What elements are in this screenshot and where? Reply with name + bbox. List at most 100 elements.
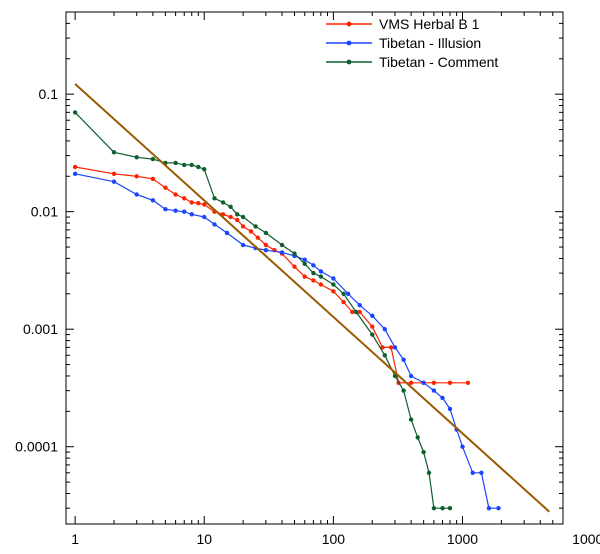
data-point [182,209,187,214]
data-point [341,299,346,305]
data-point [302,274,307,279]
data-point [202,214,207,220]
data-point [263,230,269,236]
data-point [163,185,168,190]
data-point [345,291,351,296]
data-point [318,274,324,279]
data-point [292,264,297,269]
x-tick-label: 100 [322,531,346,547]
data-point [134,174,139,179]
data-point [302,261,307,266]
data-point [279,250,285,255]
data-point [253,224,258,229]
data-point [388,345,394,350]
series-line [74,173,499,509]
legend-label: VMS Herbal B 1 [379,16,480,32]
data-point [182,162,187,168]
legend-label: Tibetan - Comment [379,54,498,70]
data-point [150,176,156,182]
x-tick-label: 1 [71,531,79,547]
data-point [240,214,246,220]
x-tick-label: 1000 [447,531,478,547]
data-point [189,162,194,168]
data-point [72,110,78,115]
data-point [401,388,406,393]
data-point [163,207,168,212]
data-point [447,506,453,511]
data-point [292,251,297,256]
legend-swatch-marker [346,40,352,46]
data-point [196,201,201,206]
fit-line [74,83,550,513]
data-point [173,160,178,166]
data-point [318,269,324,274]
data-point [311,270,316,276]
data-point [392,345,398,350]
data-point [212,222,217,227]
data-point [189,200,194,205]
data-point [331,276,336,281]
data-point [392,373,398,379]
data-point [150,198,156,203]
data-point [357,309,362,315]
data-point [408,373,414,379]
data-point [331,282,336,287]
plot-area [72,83,550,513]
data-point [220,200,226,205]
x-tick-label: 10 [196,531,212,547]
data-point [331,289,336,294]
data-point [431,506,437,511]
data-point [486,506,492,511]
data-point [440,395,445,401]
legend-label: Tibetan - Illusion [379,35,481,51]
data-point [460,444,465,449]
data-point [263,242,269,248]
data-point [415,435,420,440]
data-point [357,303,362,308]
data-point [408,380,414,385]
data-point [279,242,285,248]
data-point [401,357,406,362]
legend-swatch-marker [346,59,352,65]
data-point [111,150,117,155]
legend-swatch-marker [346,21,352,27]
data-point [318,282,324,287]
data-point [382,327,387,332]
data-point [228,204,233,209]
data-point [212,196,217,201]
data-point [353,309,359,315]
y-tick-label: 0.01 [31,204,58,220]
data-point [496,506,501,511]
data-point [228,214,233,220]
data-point [248,229,254,234]
data-point [134,155,139,160]
data-point [370,324,375,329]
data-point [173,208,178,213]
data-point [426,470,432,475]
y-tick-label: 0.1 [39,86,59,102]
y-tick-label: 0.001 [23,321,58,337]
data-point [431,380,437,385]
data-point [72,164,78,170]
data-point [370,332,375,337]
data-point [255,235,260,240]
data-point [447,406,453,412]
data-point [311,278,316,283]
data-point [202,167,207,172]
data-point [202,202,207,207]
data-point [173,192,178,197]
data-point [235,217,240,223]
data-point [421,449,426,455]
data-point [240,242,246,248]
data-point [240,224,246,229]
data-point [447,380,453,385]
data-point [311,263,316,268]
data-point [370,313,375,318]
data-point [72,171,78,176]
y-tick-label: 0.0001 [15,439,58,455]
series-line [74,166,468,384]
data-point [440,506,445,511]
data-point [380,345,385,350]
